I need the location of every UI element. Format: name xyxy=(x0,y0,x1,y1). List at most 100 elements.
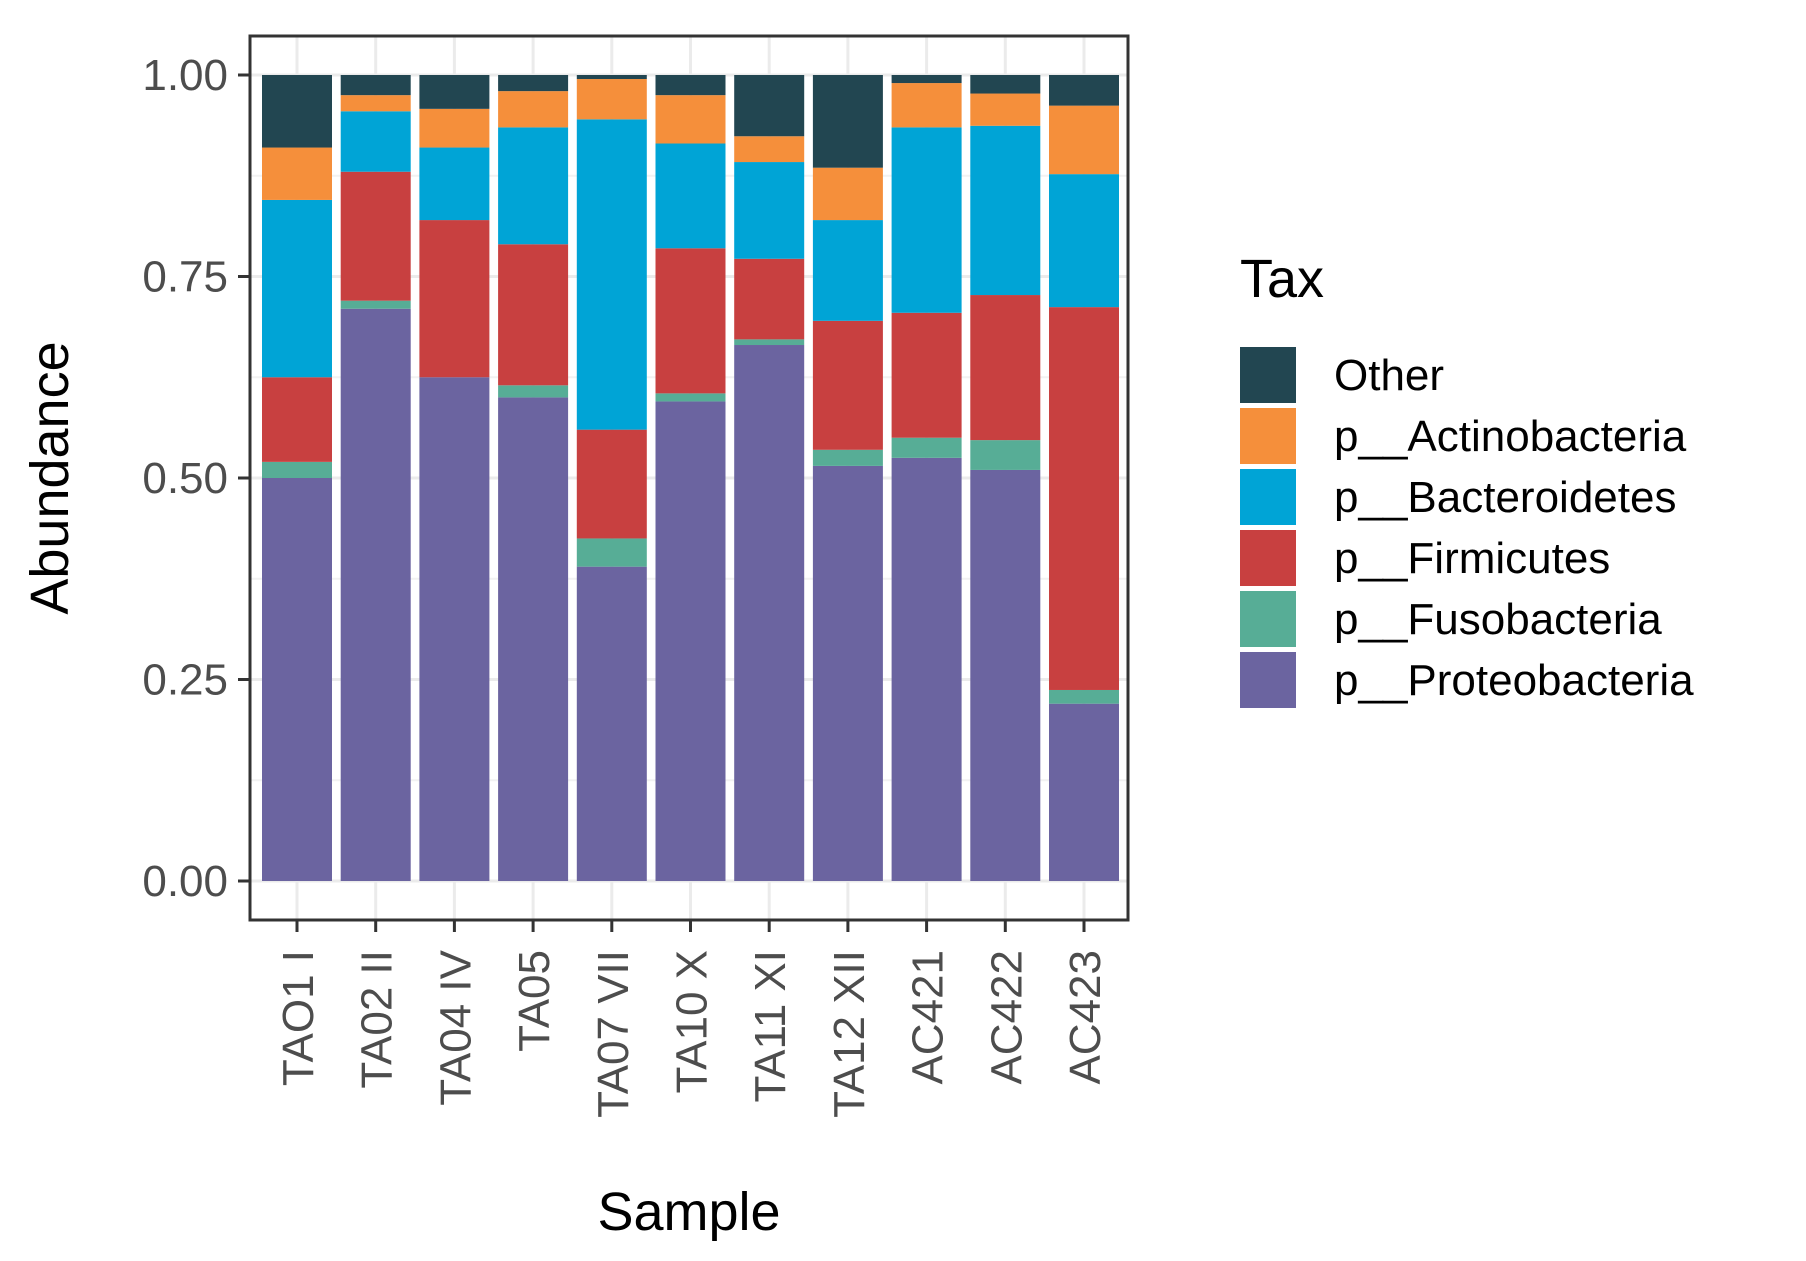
bar-segment xyxy=(655,95,726,144)
x-tick-label: AC421 xyxy=(904,950,953,1085)
bar-segment xyxy=(576,429,647,539)
bar-segment xyxy=(970,440,1041,470)
bar-segment xyxy=(734,162,805,259)
bar-segment xyxy=(734,258,805,340)
x-axis-title: Sample xyxy=(597,1182,780,1242)
x-tick-label: TA10 X xyxy=(668,950,717,1093)
bar-segment xyxy=(655,401,726,881)
legend-label: p__Proteobacteria xyxy=(1334,656,1694,705)
legend-swatch xyxy=(1240,652,1296,708)
legend-item: p__Fusobacteria xyxy=(1240,591,1662,647)
bar-segment xyxy=(812,75,883,168)
bar-segment xyxy=(812,220,883,321)
bar-segment xyxy=(734,345,805,881)
bar-segment xyxy=(1049,105,1119,175)
legend-item: p__Actinobacteria xyxy=(1240,408,1687,464)
legend-swatch xyxy=(1240,530,1296,586)
bar-segment xyxy=(576,75,647,80)
bar-segment xyxy=(891,312,962,438)
bar-stack xyxy=(262,75,332,881)
bar-segment xyxy=(340,308,411,881)
bar-segment xyxy=(576,79,647,120)
y-tick-label: 0.25 xyxy=(142,656,228,705)
bar-segment xyxy=(891,127,962,313)
bar-segment xyxy=(419,220,490,378)
legend-label: p__Bacteroidetes xyxy=(1334,473,1676,522)
bar-segment xyxy=(812,320,883,450)
bar-segment xyxy=(576,119,647,430)
y-axis-title: Abundance xyxy=(20,341,80,614)
y-tick-label: 0.50 xyxy=(142,454,228,503)
bar-segment xyxy=(340,95,411,112)
bar-segment xyxy=(1049,689,1119,704)
x-tick-label: TA05 xyxy=(510,950,559,1052)
bar-segment xyxy=(812,465,883,881)
bar-segment xyxy=(419,75,490,109)
x-tick-label: TA11 XI xyxy=(746,950,795,1102)
x-tick-label: AC422 xyxy=(982,950,1031,1085)
bar-segment xyxy=(1049,703,1119,881)
legend: Tax Other p__Actinobacteria p__Bacteroidet… xyxy=(1240,249,1694,708)
x-tick-label: AC423 xyxy=(1061,950,1110,1085)
bar-segment xyxy=(1049,307,1119,690)
bar-segment xyxy=(655,393,726,402)
bar-segment xyxy=(891,83,962,128)
bar-segment xyxy=(970,93,1041,126)
x-tick-label: TA02 II xyxy=(353,950,402,1089)
bar-segment xyxy=(419,377,490,881)
legend-title: Tax xyxy=(1240,249,1324,309)
y-tick-label: 0.75 xyxy=(142,253,228,302)
bar-segment xyxy=(340,111,411,172)
bar-stack xyxy=(419,75,490,881)
legend-label: Other xyxy=(1334,351,1444,400)
bar-segment xyxy=(419,147,490,221)
bar-stack xyxy=(498,75,569,881)
legend-item: p__Proteobacteria xyxy=(1240,652,1694,708)
bar-segment xyxy=(262,75,332,148)
bar-stack xyxy=(812,75,883,881)
x-axis: TAO1 I TA02 II TA04 IV TA05 TA07 VII TA10 X TA… xyxy=(274,920,1110,1118)
bar-segment xyxy=(734,136,805,163)
legend-item: Other xyxy=(1240,347,1444,403)
legend-item: p__Bacteroidetes xyxy=(1240,469,1676,525)
bars xyxy=(262,75,1119,881)
bar-segment xyxy=(498,127,569,245)
bar-segment xyxy=(340,171,411,301)
bar-segment xyxy=(812,167,883,221)
bar-segment xyxy=(262,461,332,478)
bar-segment xyxy=(262,199,332,378)
bar-segment xyxy=(340,300,411,309)
legend-item: p__Firmicutes xyxy=(1240,530,1610,586)
bar-stack xyxy=(576,75,647,881)
legend-swatch xyxy=(1240,469,1296,525)
bar-segment xyxy=(655,75,726,96)
y-axis: 0.00 0.25 0.50 0.75 1.00 xyxy=(142,51,250,906)
bar-stack xyxy=(734,75,805,881)
legend-swatch xyxy=(1240,347,1296,403)
bar-segment xyxy=(970,75,1041,94)
bar-stack xyxy=(970,75,1041,881)
x-tick-label: TA04 IV xyxy=(431,949,480,1105)
legend-label: p__Fusobacteria xyxy=(1334,595,1662,644)
x-tick-label: TA07 VII xyxy=(589,950,638,1118)
bar-segment xyxy=(498,75,569,92)
bar-segment xyxy=(340,75,411,96)
bar-segment xyxy=(891,75,962,84)
bar-segment xyxy=(576,566,647,881)
bar-segment xyxy=(262,377,332,462)
bar-segment xyxy=(498,91,569,128)
bar-segment xyxy=(576,538,647,567)
bar-segment xyxy=(262,478,332,881)
bar-segment xyxy=(1049,174,1119,308)
legend-swatch xyxy=(1240,408,1296,464)
y-tick-label: 0.00 xyxy=(142,857,228,906)
bar-segment xyxy=(655,248,726,394)
x-tick-label: TAO1 I xyxy=(274,950,323,1086)
bar-segment xyxy=(498,385,569,398)
bar-segment xyxy=(970,295,1041,441)
legend-swatch xyxy=(1240,591,1296,647)
bar-segment xyxy=(498,397,569,881)
y-tick-label: 1.00 xyxy=(142,51,228,100)
legend-label: p__Actinobacteria xyxy=(1334,412,1687,461)
